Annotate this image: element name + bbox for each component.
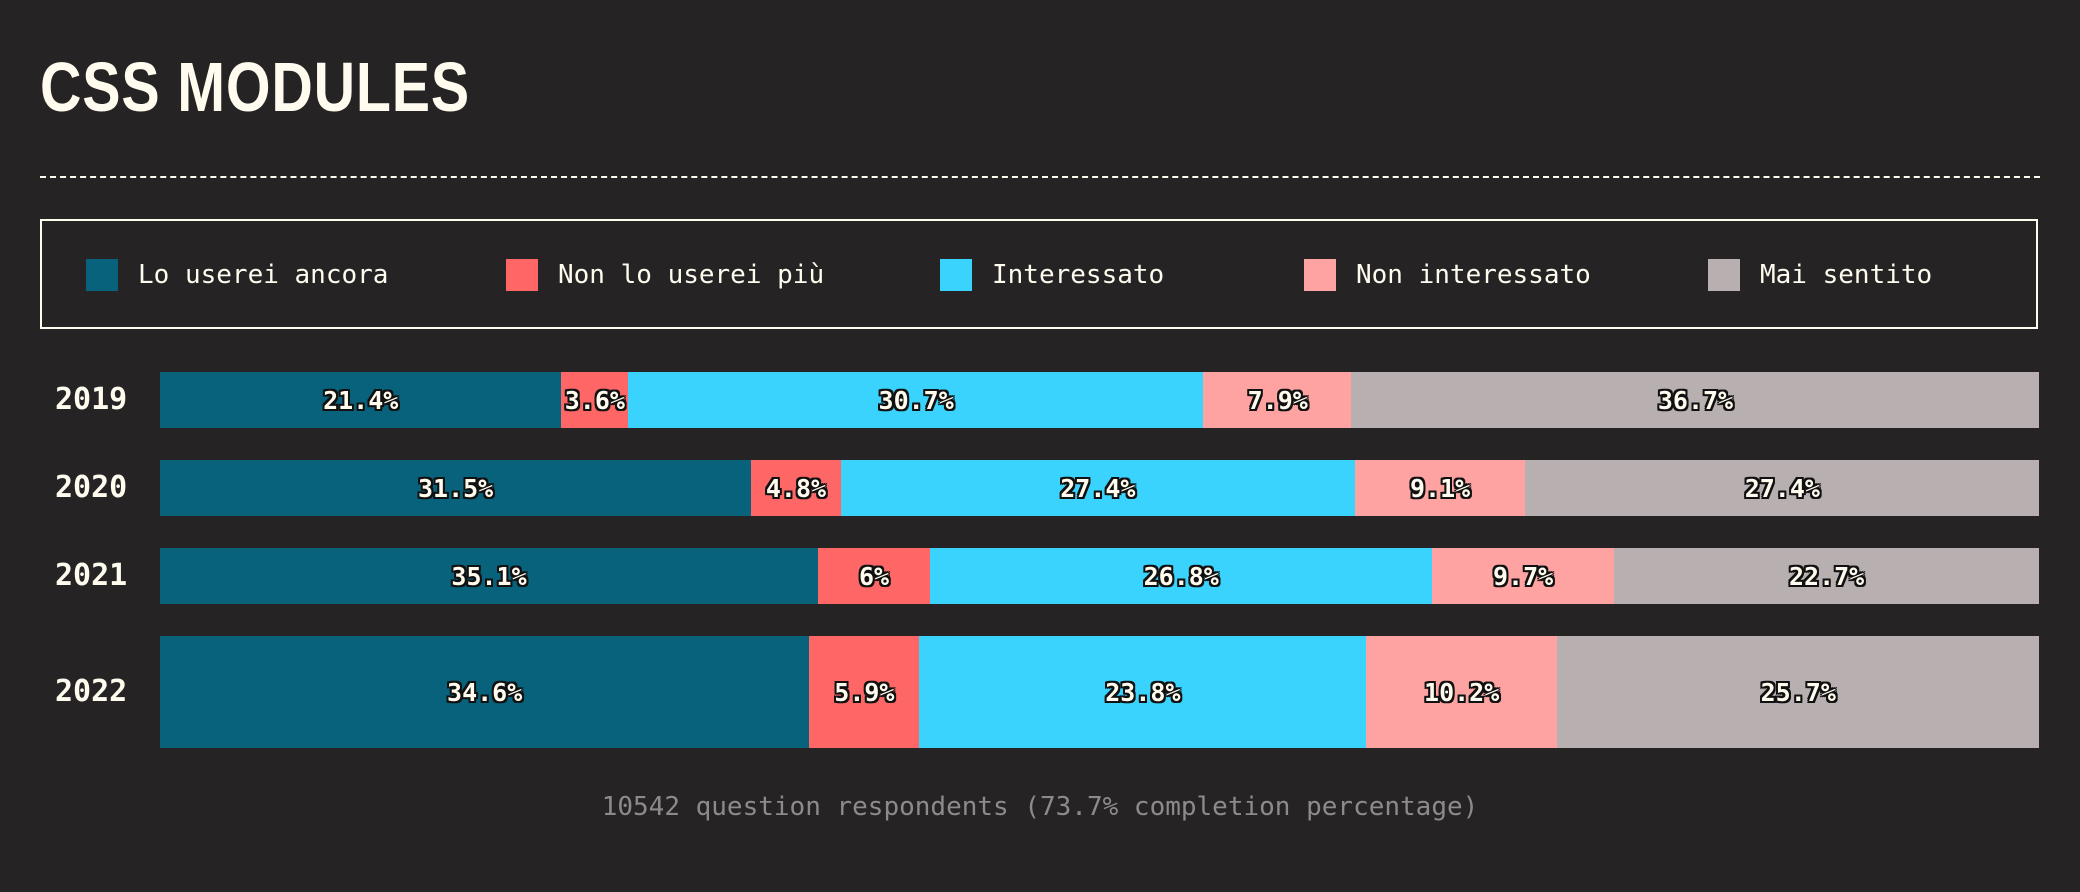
legend-label: Interessato xyxy=(992,260,1165,290)
legend-swatch xyxy=(86,259,118,291)
legend-swatch xyxy=(1708,259,1740,291)
title-divider xyxy=(40,176,2040,178)
bar-segment-2020-1[interactable]: 31.5% xyxy=(160,460,752,516)
legend-swatch xyxy=(506,259,538,291)
bar-segment-2019-2[interactable]: 3.6% xyxy=(560,372,629,428)
bar-segment-2022-3[interactable]: 23.8% xyxy=(919,636,1367,748)
legend-label: Non interessato xyxy=(1356,260,1591,290)
bar-segment-2020-4[interactable]: 9.1% xyxy=(1354,460,1526,516)
bar-value-label: 36.7% xyxy=(1657,385,1734,415)
legend-label: Non lo userei più xyxy=(558,260,825,290)
bar-value-label: 9.7% xyxy=(1493,561,1554,591)
legend-item-mai-sentito[interactable]: Mai sentito xyxy=(1708,259,1932,291)
bar-segment-2022-4[interactable]: 10.2% xyxy=(1365,636,1558,748)
bar-segment-2020-5[interactable]: 27.4% xyxy=(1525,460,2040,516)
bar-segment-2021-1[interactable]: 35.1% xyxy=(160,548,819,604)
bar-segment-2022-5[interactable]: 25.7% xyxy=(1557,636,2040,748)
bar-value-label: 7.9% xyxy=(1247,385,1308,415)
row-label-2022: 2022 xyxy=(55,674,128,709)
bar-value-label: 25.7% xyxy=(1760,677,1836,707)
bar-value-label: 34.6% xyxy=(447,677,523,707)
legend-label: Mai sentito xyxy=(1760,260,1933,290)
row-label-2020: 2020 xyxy=(55,470,128,505)
bar-value-label: 9.1% xyxy=(1409,473,1471,503)
chart-title: CSS MODULES xyxy=(40,48,471,126)
bar-segment-2020-2[interactable]: 4.8% xyxy=(750,460,842,516)
bar-segment-2019-5[interactable]: 36.7% xyxy=(1351,372,2040,428)
bar-segment-2021-4[interactable]: 9.7% xyxy=(1432,548,1615,604)
bar-value-label: 35.1% xyxy=(451,561,527,591)
bar-segment-2022-2[interactable]: 5.9% xyxy=(808,636,920,748)
bar-segment-2021-2[interactable]: 6% xyxy=(817,548,931,604)
bar-value-label: 21.4% xyxy=(323,385,399,415)
bar-value-label: 5.9% xyxy=(834,677,895,707)
bar-segment-2021-5[interactable]: 22.7% xyxy=(1613,548,2040,604)
bar-value-label: 31.5% xyxy=(417,473,494,503)
bar-value-label: 4.8% xyxy=(765,473,827,503)
bar-value-label: 27.4% xyxy=(1060,473,1136,503)
bar-value-label: 3.6% xyxy=(564,385,625,415)
row-label-2021: 2021 xyxy=(55,558,128,593)
bar-value-label: 22.7% xyxy=(1788,561,1865,591)
bar-segment-2019-1[interactable]: 21.4% xyxy=(160,372,562,428)
bar-value-label: 10.2% xyxy=(1424,677,1500,707)
legend-label: Lo userei ancora xyxy=(138,260,389,290)
bar-segment-2019-3[interactable]: 30.7% xyxy=(628,372,1204,428)
legend-item-interessato[interactable]: Interessato xyxy=(940,259,1164,291)
bar-segment-2019-4[interactable]: 7.9% xyxy=(1203,372,1352,428)
bar-value-label: 30.7% xyxy=(878,385,954,415)
legend-swatch xyxy=(940,259,972,291)
row-label-2019: 2019 xyxy=(55,382,128,417)
bar-value-label: 23.8% xyxy=(1105,677,1181,707)
bar-segment-2021-3[interactable]: 26.8% xyxy=(929,548,1433,604)
legend-item-lo-userei-ancora[interactable]: Lo userei ancora xyxy=(86,259,388,291)
bar-segment-2020-3[interactable]: 27.4% xyxy=(840,460,1356,516)
legend-item-non-lo-userei-piu[interactable]: Non lo userei più xyxy=(506,259,824,291)
bar-value-label: 6% xyxy=(858,561,890,591)
legend-item-non-interessato[interactable]: Non interessato xyxy=(1304,259,1591,291)
legend: Lo userei ancora Non lo userei più Inter… xyxy=(40,219,2038,329)
bar-value-label: 26.8% xyxy=(1143,561,1219,591)
respondents-footnote: 10542 question respondents (73.7% comple… xyxy=(601,792,1479,822)
bar-value-label: 27.4% xyxy=(1744,473,1820,503)
legend-swatch xyxy=(1304,259,1336,291)
bar-segment-2022-1[interactable]: 34.6% xyxy=(160,636,810,748)
